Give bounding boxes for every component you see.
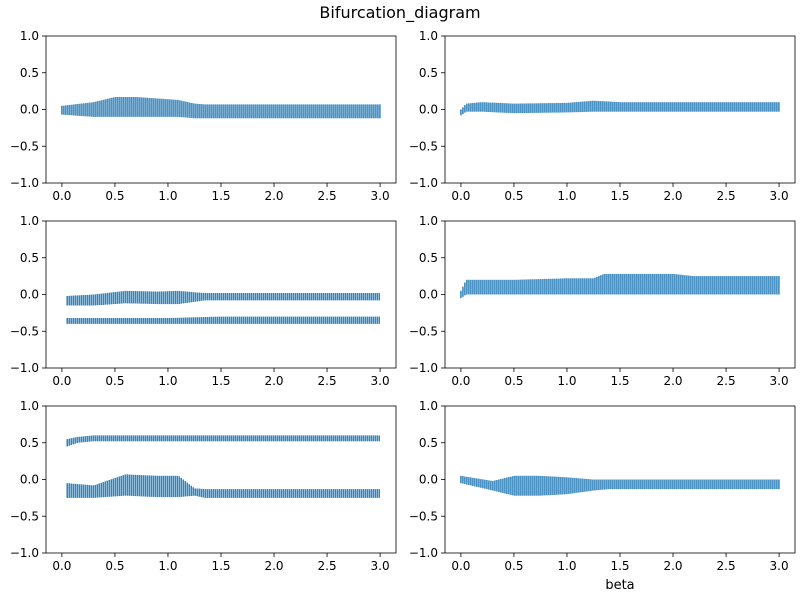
series-bifurcation-points [66, 290, 380, 324]
subplot-top-left: 0.0 0.5 1.0 1.5 2.0 2.5 3.0 −1.0 −0.5 0.0 0.5 1.0 [10, 29, 397, 203]
x-tick-label: 1.5 [211, 559, 230, 573]
y-tick-label: 0.5 [20, 66, 39, 80]
x-tick-label: 2.0 [264, 374, 283, 388]
x-tick-label: 0.0 [52, 559, 71, 573]
x-tick-label: 2.5 [717, 559, 736, 573]
x-tick-label: 2.0 [663, 374, 682, 388]
x-tick-label: 2.0 [663, 559, 682, 573]
x-tick-label: 1.0 [557, 559, 576, 573]
y-tick-label: 0.5 [419, 66, 438, 80]
x-tick-label: 0.0 [451, 374, 470, 388]
y-tick-label: 1.0 [20, 399, 39, 413]
y-tick-label: −1.0 [10, 176, 39, 190]
figure-title: Bifurcation_diagram [319, 3, 481, 22]
x-tick-label: 1.0 [158, 374, 177, 388]
y-tick-label: −0.5 [409, 324, 438, 338]
x-tick-label: 2.5 [318, 559, 337, 573]
band-1 [66, 474, 380, 498]
x-tick-label: 2.0 [264, 189, 283, 203]
x-axis-label: beta [605, 578, 635, 593]
band-0 [460, 475, 780, 496]
y-tick-label: −0.5 [409, 139, 438, 153]
x-tick-label: 2.0 [663, 189, 682, 203]
subplot-top-right: 0.0 0.5 1.0 1.5 2.0 2.5 3.0 −1.0 −0.5 0.0 0.5 1.0 [409, 29, 796, 203]
x-tick-label: 0.0 [52, 189, 71, 203]
subplot-bottom-left: 0.0 0.5 1.0 1.5 2.0 2.5 3.0 −1.0 −0.5 0.0 0.5 1.0 [10, 399, 397, 573]
x-tick-label: 0.0 [451, 189, 470, 203]
x-tick-label: 3.0 [371, 374, 390, 388]
series-bifurcation-points [61, 97, 381, 119]
y-tick-label: 0.0 [419, 473, 438, 487]
x-tick-label: 2.5 [717, 374, 736, 388]
y-tick-label: 0.0 [419, 288, 438, 302]
x-tick-label: 1.5 [610, 374, 629, 388]
x-tick-label: 0.5 [105, 189, 124, 203]
x-tick-label: 0.0 [451, 559, 470, 573]
series-bifurcation-points [66, 435, 380, 498]
y-tick-label: 0.5 [20, 436, 39, 450]
series-bifurcation-points [460, 475, 780, 496]
band-0 [460, 273, 780, 299]
x-tick-label: 0.5 [105, 374, 124, 388]
y-tick-label: 0.5 [419, 251, 438, 265]
x-tick-label: 2.5 [318, 189, 337, 203]
x-tick-label: 3.0 [770, 189, 789, 203]
x-tick-label: 2.5 [318, 374, 337, 388]
band-0 [61, 97, 381, 119]
y-tick-label: −1.0 [10, 546, 39, 560]
axes-frame [45, 405, 397, 554]
x-tick-label: 1.0 [557, 374, 576, 388]
x-tick-label: 0.5 [504, 189, 523, 203]
y-tick-label: 0.0 [20, 473, 39, 487]
x-tick-label: 0.0 [52, 374, 71, 388]
x-tick-label: 1.5 [211, 189, 230, 203]
y-tick-label: −0.5 [10, 324, 39, 338]
x-tick-label: 1.5 [211, 374, 230, 388]
band-0 [460, 100, 780, 116]
y-tick-label: 1.0 [419, 399, 438, 413]
x-tick-label: 2.5 [717, 189, 736, 203]
x-tick-label: 0.5 [105, 559, 124, 573]
band-1 [66, 316, 380, 324]
y-tick-label: 0.0 [20, 103, 39, 117]
y-tick-label: −0.5 [10, 509, 39, 523]
series-bifurcation-points [460, 100, 780, 116]
y-tick-label: 1.0 [419, 214, 438, 228]
band-0 [66, 290, 380, 306]
x-tick-label: 2.0 [264, 559, 283, 573]
x-tick-label: 3.0 [371, 559, 390, 573]
y-tick-label: 1.0 [20, 214, 39, 228]
x-tick-label: 1.5 [610, 559, 629, 573]
x-tick-label: 3.0 [371, 189, 390, 203]
x-tick-label: 1.0 [158, 559, 177, 573]
y-tick-label: −1.0 [409, 546, 438, 560]
x-tick-label: 0.5 [504, 374, 523, 388]
y-tick-label: −1.0 [409, 176, 438, 190]
y-tick-label: −0.5 [10, 139, 39, 153]
y-tick-label: 0.0 [20, 288, 39, 302]
y-tick-label: −1.0 [10, 361, 39, 375]
y-tick-label: −1.0 [409, 361, 438, 375]
series-bifurcation-points [460, 273, 780, 299]
x-tick-label: 1.5 [610, 189, 629, 203]
y-tick-label: 0.5 [20, 251, 39, 265]
subplot-middle-left: 0.0 0.5 1.0 1.5 2.0 2.5 3.0 −1.0 −0.5 0.0 0.5 1.0 [10, 214, 397, 388]
y-tick-label: 0.0 [419, 103, 438, 117]
y-tick-label: 1.0 [20, 29, 39, 43]
x-tick-label: 1.0 [158, 189, 177, 203]
x-tick-label: 3.0 [770, 374, 789, 388]
subplot-bottom-right: 0.0 0.5 1.0 1.5 2.0 2.5 3.0 −1.0 −0.5 0.0 0.5 1.0 [409, 399, 796, 573]
y-tick-label: 0.5 [419, 436, 438, 450]
subplot-middle-right: 0.0 0.5 1.0 1.5 2.0 2.5 3.0 −1.0 −0.5 0.0 0.5 1.0 [409, 214, 796, 388]
x-tick-label: 1.0 [557, 189, 576, 203]
x-tick-label: 0.5 [504, 559, 523, 573]
y-tick-label: 1.0 [419, 29, 438, 43]
band-0 [66, 435, 380, 447]
y-tick-label: −0.5 [409, 509, 438, 523]
x-tick-label: 3.0 [770, 559, 789, 573]
